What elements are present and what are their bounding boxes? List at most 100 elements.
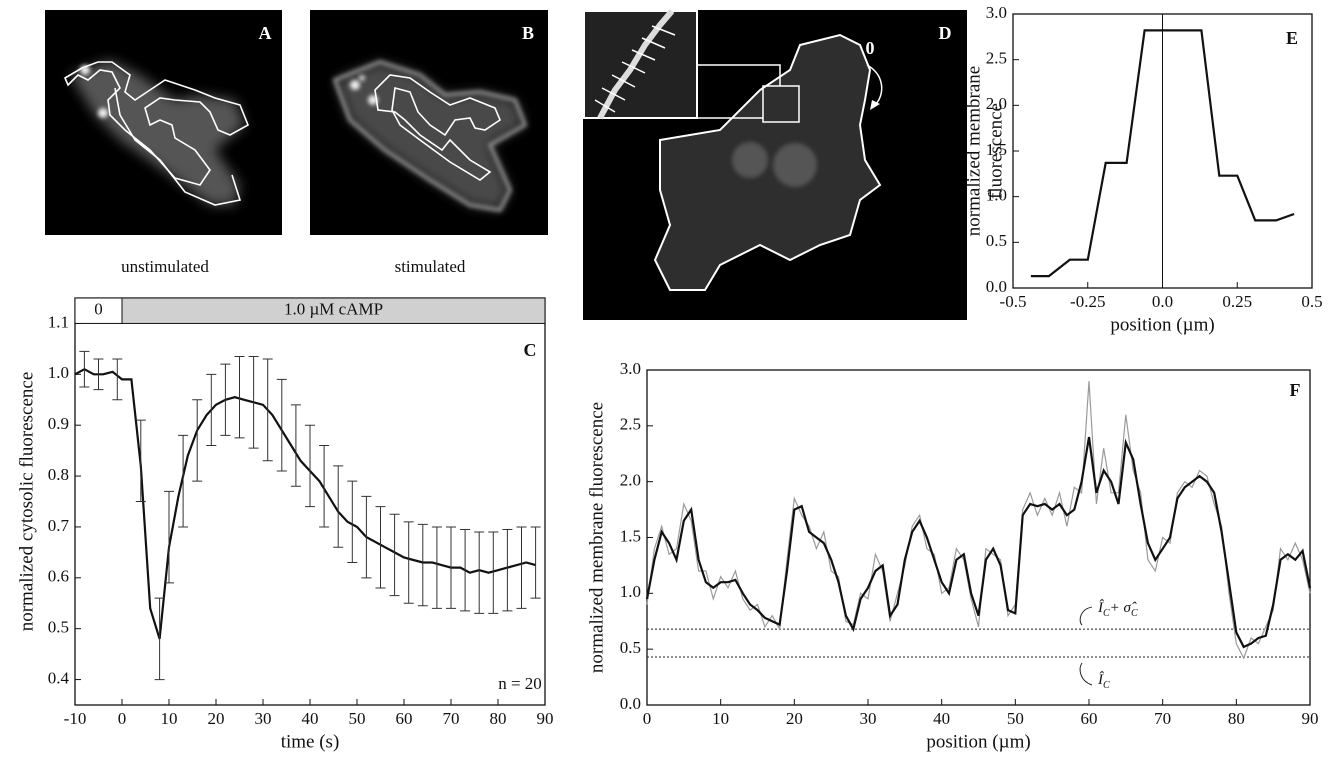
x-tick-label: 0 [118,709,127,728]
x-tick-label: 90 [537,709,554,728]
error-bar [347,480,358,564]
y-axis-label: normalized membrane fluorescence [586,402,607,673]
error-bar [154,597,165,681]
x-tick-label: 10 [161,709,178,728]
error-bar [530,526,541,599]
error-bar [403,521,414,604]
x-tick-label: 0.0 [1152,292,1173,311]
x-tick-label: 30 [860,709,877,728]
y-tick-label: 3.0 [986,3,1007,22]
y-tick-label: 1.1 [48,312,69,331]
label-part: Î [1097,600,1104,617]
y-tick-label: 0.0 [620,694,641,713]
y-tick-label: 2.0 [986,94,1007,113]
x-tick-label: 70 [1154,709,1171,728]
panel-label: D [939,23,952,43]
error-bar [333,465,344,548]
error-bar [178,434,189,528]
y-tick-label: 0.5 [48,618,69,637]
x-tick-label: 50 [349,709,366,728]
stimulus-label: 1.0 µM cAMP [284,300,383,319]
error-bar [290,404,301,487]
error-bar [431,526,442,609]
y-tick-label: 2.5 [986,49,1007,68]
error-bar [460,528,471,612]
x-tick-label: 0.5 [1301,292,1322,311]
panel-label: F [1290,380,1301,400]
plot-frame [646,369,1311,706]
panel-caption: stimulated [395,257,466,276]
stimulus-bar [121,297,546,324]
x-tick-label: -0.25 [1070,292,1105,311]
stimulus-label: 0 [94,300,103,319]
error-bar [248,356,259,449]
error-bar [234,356,245,439]
y-tick-label: 0.0 [986,277,1007,296]
error-bar [389,513,400,597]
label-part: + σ̂ [1110,601,1137,617]
y-tick-label: 0.8 [48,465,69,484]
panel-label: B [522,23,534,43]
threshold-label: ÎC+ σ̂C [1097,600,1138,620]
y-tick-label: 0.6 [48,567,69,586]
data-line [74,367,536,640]
x-tick-label: 50 [1007,709,1024,728]
error-bar [516,526,527,609]
error-bar [192,399,203,482]
y-axis-label: normalized cytosolic fluorescence [16,372,37,632]
error-bar [262,358,273,462]
error-bar [79,350,90,388]
x-tick-label: 0 [643,709,652,728]
y-tick-label: 2.0 [620,471,641,490]
x-tick-label: 30 [255,709,272,728]
error-bar [112,358,123,401]
error-bar [319,445,330,528]
x-axis-label: position (µm) [1110,314,1214,335]
panel-label: E [1286,28,1298,48]
x-tick-label: 80 [490,709,507,728]
start-label: 0 [866,38,875,58]
y-tick-label: 1.5 [986,140,1007,159]
x-axis-label: position (µm) [926,731,1030,752]
error-bar [502,528,513,612]
x-tick-label: 0.25 [1222,292,1252,311]
error-bar [305,424,315,508]
y-tick-label: 0.4 [48,668,70,687]
y-tick-label: 0.5 [986,231,1007,250]
y-axis-label: normalized membrane [963,66,984,236]
y-axis-label: fluorescence [985,103,1006,199]
error-bar [446,526,456,609]
label-subscript: C [1103,608,1110,619]
error-bar [220,363,231,436]
label-part: Î [1097,671,1104,688]
label-subscript: C [1103,680,1110,691]
error-bar [164,490,174,584]
y-tick-label: 1.5 [620,526,641,545]
y-tick-label: 2.5 [620,415,641,434]
data-line [646,381,1311,660]
x-tick-label: 60 [396,709,413,728]
error-bar [375,506,386,589]
label-subscript: C [1131,608,1138,619]
x-tick-label: 40 [933,709,950,728]
threshold-arrow [1079,662,1093,686]
x-tick-label: 40 [302,709,319,728]
error-bar [488,531,499,614]
error-bar [276,378,287,472]
y-tick-label: 0.7 [48,516,70,535]
x-axis-label: time (s) [281,731,340,752]
y-tick-label: 3.0 [620,359,641,378]
data-line [645,436,1312,649]
threshold-arrow [1079,606,1093,626]
panel-caption: unstimulated [121,257,209,276]
x-tick-label: 70 [443,709,460,728]
threshold-label: ÎC [1097,671,1110,691]
error-bar [93,358,104,391]
x-tick-label: 20 [786,709,803,728]
stimulus-bar [74,297,123,324]
x-tick-label: 10 [712,709,729,728]
x-tick-label: 20 [208,709,225,728]
panel-a: A unstimulated [45,10,282,276]
error-bar [361,495,372,579]
